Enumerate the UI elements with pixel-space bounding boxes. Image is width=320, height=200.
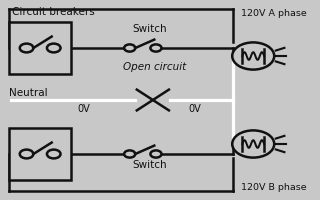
Text: Open circuit: Open circuit [123,62,186,72]
Circle shape [20,150,33,158]
Circle shape [232,130,274,158]
Text: Switch: Switch [132,24,167,34]
Text: Switch: Switch [132,160,167,170]
Text: 120V A phase: 120V A phase [241,8,307,18]
Text: Circuit breakers: Circuit breakers [12,7,95,17]
Circle shape [124,150,135,158]
Text: 0V: 0V [188,104,201,114]
Bar [9,128,71,180]
Text: 120V B phase: 120V B phase [241,184,307,192]
Circle shape [47,44,60,52]
Circle shape [47,150,60,158]
Circle shape [150,150,162,158]
Circle shape [124,44,135,52]
Bar [9,22,71,74]
Circle shape [232,42,274,70]
Circle shape [150,44,162,52]
Circle shape [20,44,33,52]
Text: Neutral: Neutral [9,88,48,98]
Text: 0V: 0V [77,104,90,114]
